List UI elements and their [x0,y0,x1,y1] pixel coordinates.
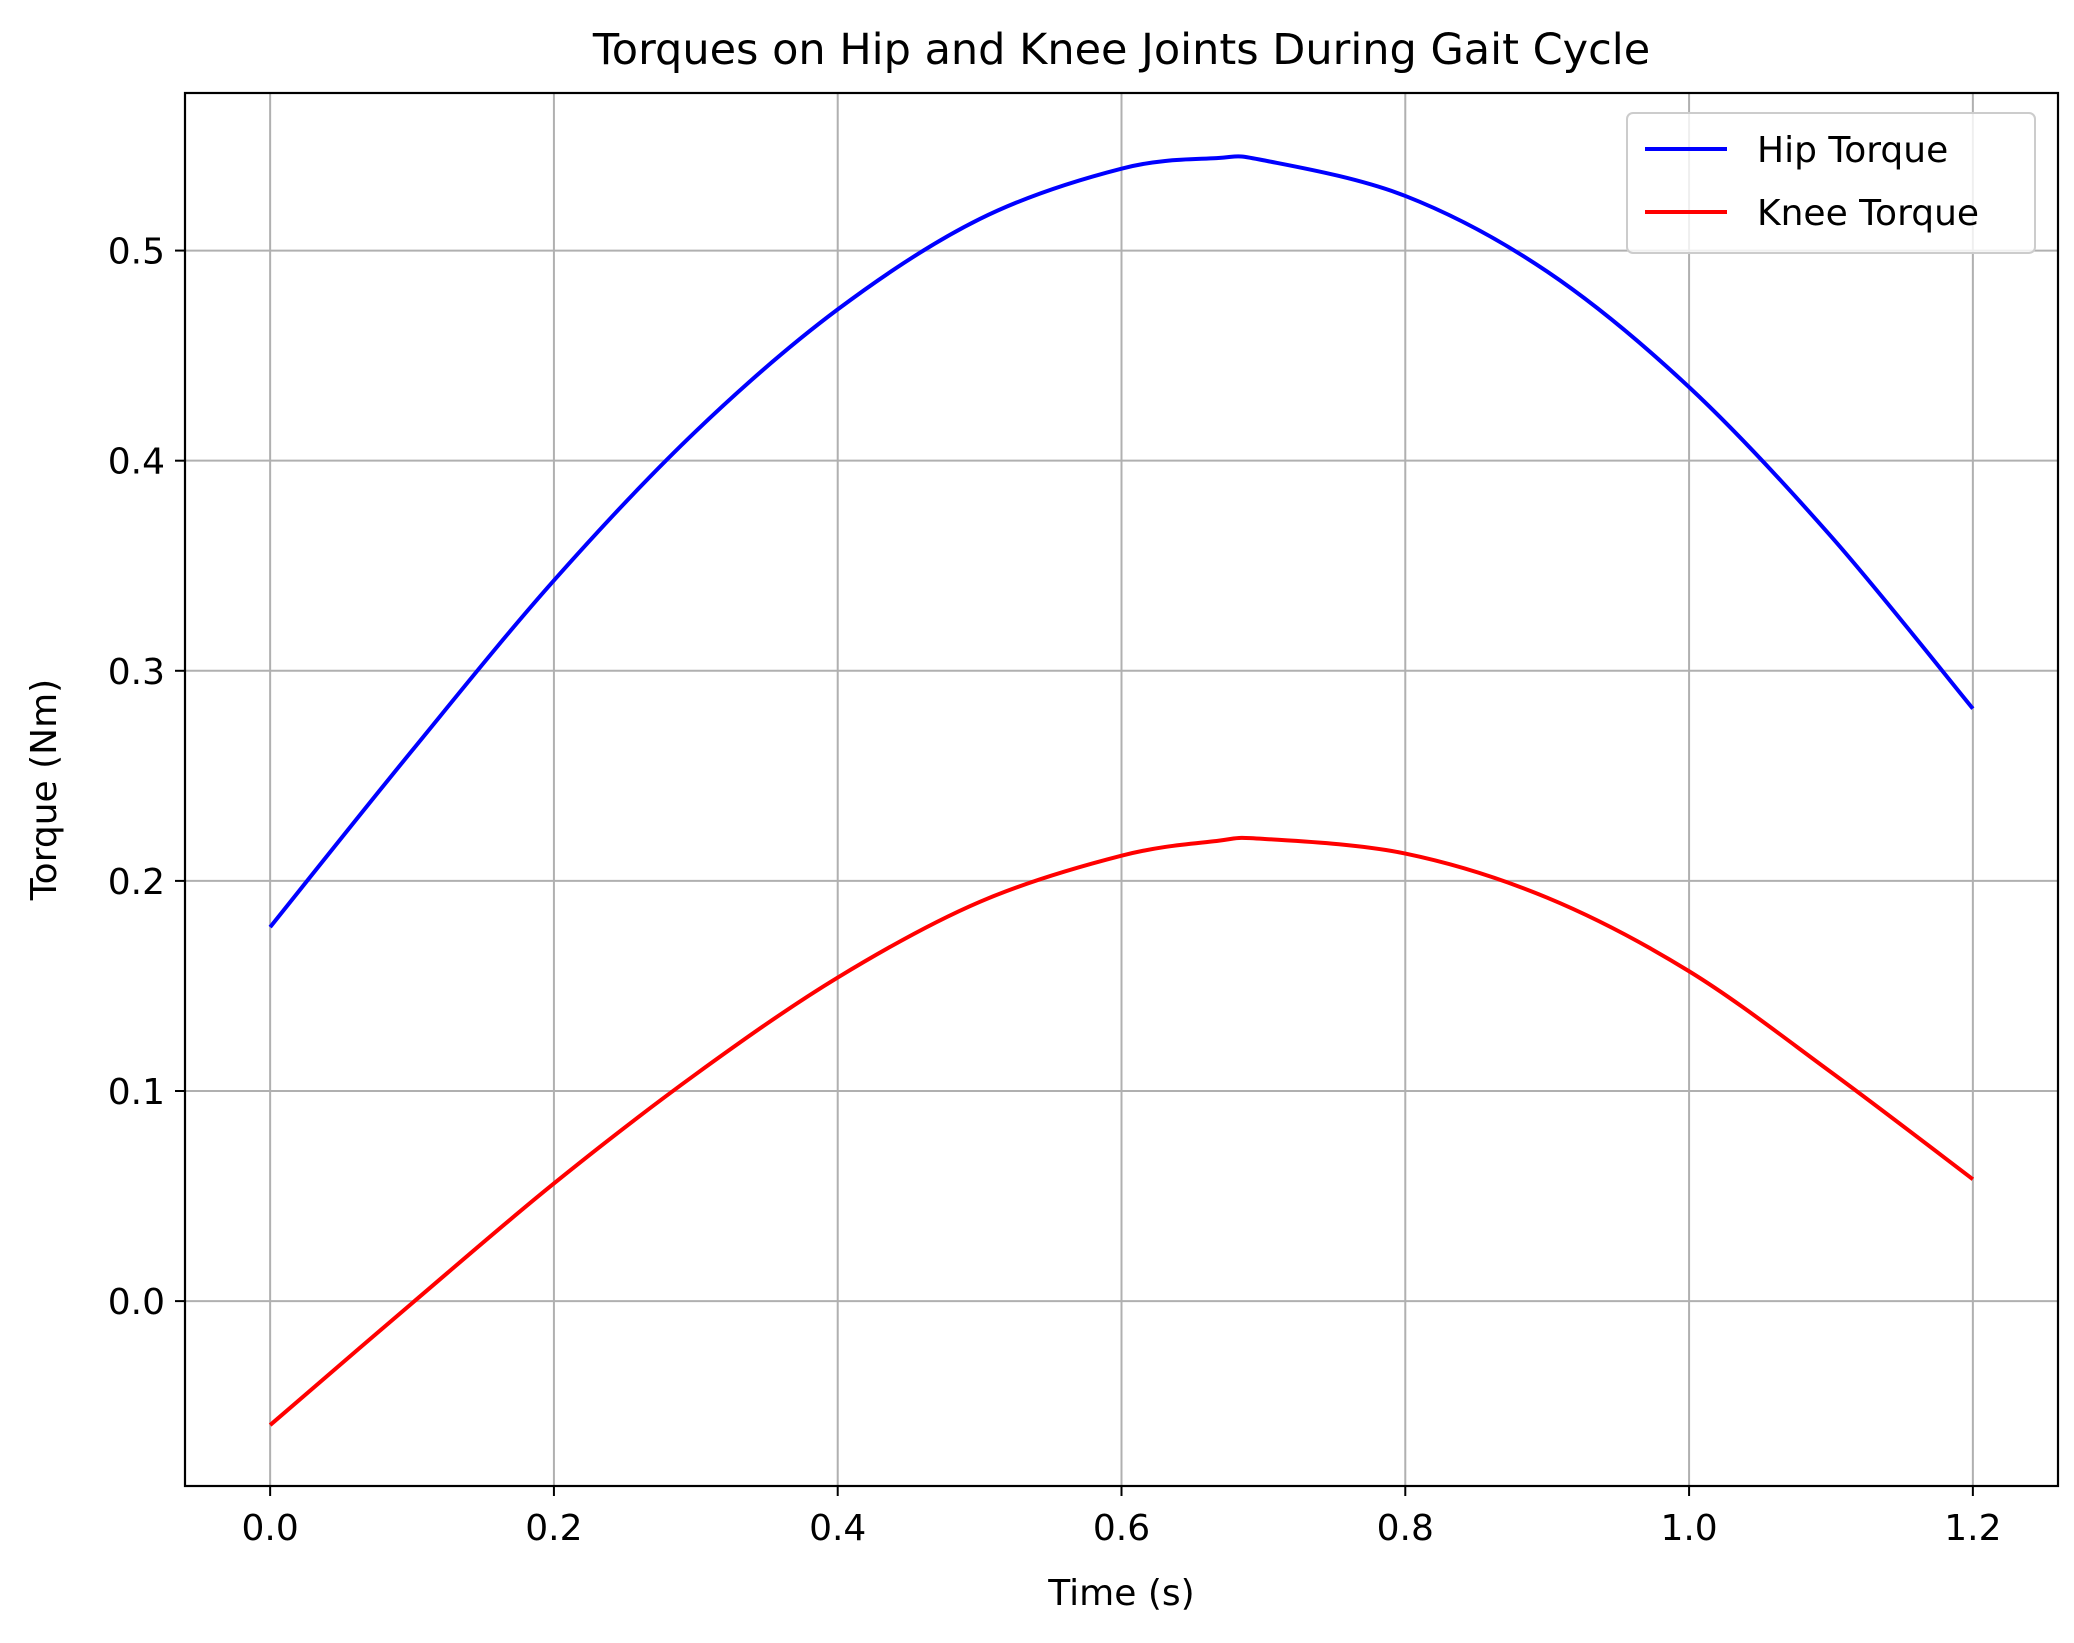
y-axis-ticks: 0.0 0.1 0.2 0.3 0.4 0.5 [108,232,185,1323]
knee-torque-legend-label: Knee Torque [1757,193,1979,234]
x-tick-label: 0.6 [1093,1508,1150,1549]
x-axis-label: Time (s) [1047,1573,1194,1614]
x-tick-label: 0.2 [525,1508,582,1549]
y-tick-label: 0.5 [108,232,165,273]
x-axis-ticks: 0.0 0.2 0.4 0.6 0.8 1.0 1.2 [242,1486,2001,1549]
x-tick-label: 0.8 [1377,1508,1434,1549]
y-tick-label: 0.3 [108,652,165,693]
y-tick-label: 0.4 [108,442,165,483]
y-tick-label: 0.2 [108,862,165,903]
x-tick-label: 0.4 [809,1508,866,1549]
y-axis-label: Torque (Nm) [24,679,65,901]
grid [185,93,2058,1486]
x-tick-label: 1.2 [1944,1508,2001,1549]
x-tick-label: 0.0 [242,1508,299,1549]
y-tick-label: 0.1 [108,1072,165,1113]
series-lines [268,154,1975,1427]
x-tick-label: 1.0 [1660,1508,1717,1549]
legend-box [1626,112,2036,254]
knee-torque-line [268,835,1975,1427]
hip-torque-legend-label: Hip Torque [1757,130,1948,171]
y-tick-label: 0.0 [108,1282,165,1323]
hip-torque-line [268,154,1975,929]
chart-title: Torques on Hip and Knee Joints During Ga… [592,25,1650,75]
legend: Hip Torque Knee Torque [1626,112,2036,254]
